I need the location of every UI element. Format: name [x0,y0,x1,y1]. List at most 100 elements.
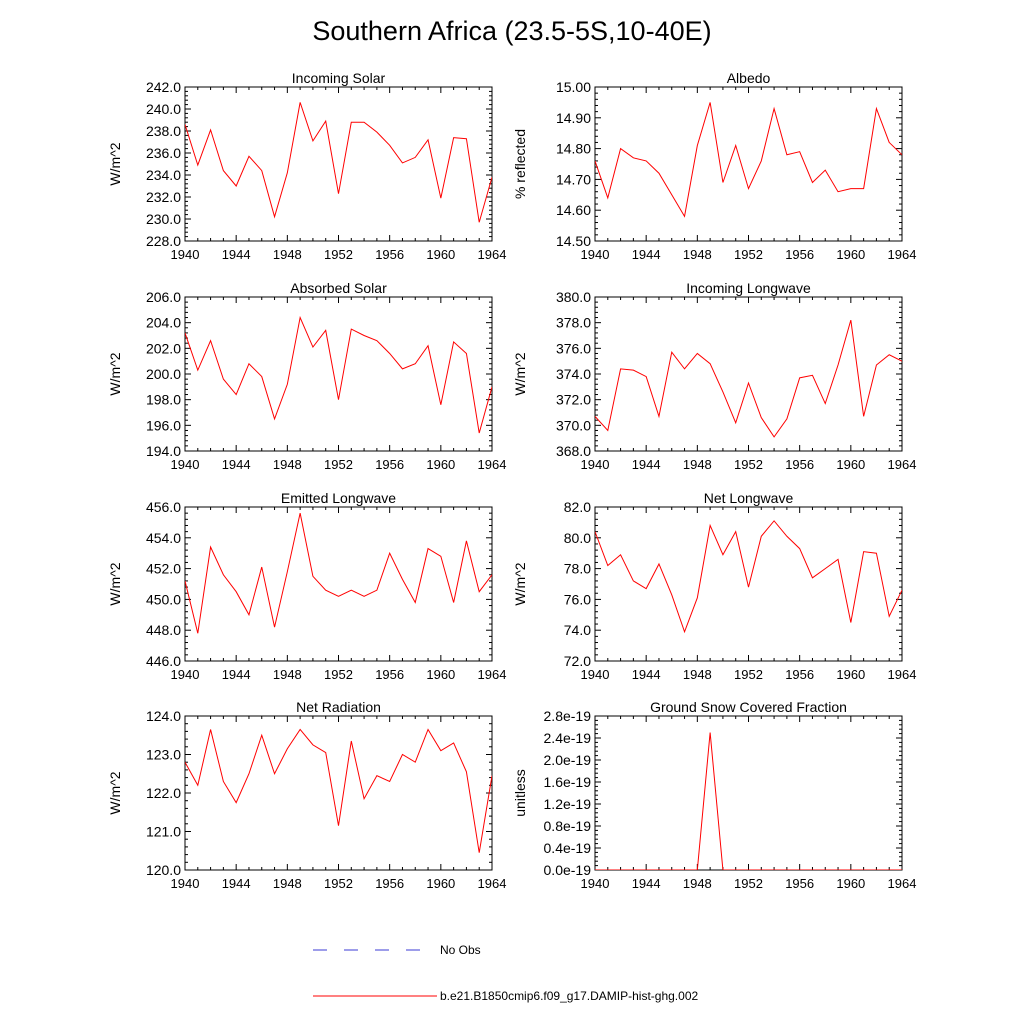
x-tick-label: 1952 [734,457,763,472]
y-tick-label: 378.0 [556,315,591,331]
x-tick-label: 1944 [222,247,251,262]
x-tick-label: 1964 [888,247,917,262]
x-tick-label: 1960 [836,457,865,472]
x-tick-label: 1964 [478,247,507,262]
legend-model-label: b.e21.B1850cmip6.f09_g17.DAMIP-hist-ghg.… [440,989,698,1003]
x-tick-label: 1960 [836,247,865,262]
y-tick-label: 15.00 [556,79,591,95]
y-tick-label: 14.80 [556,141,591,157]
x-tick-label: 1964 [888,667,917,682]
plot-frame [184,86,493,242]
x-tick-label: 1944 [222,457,251,472]
y-tick-label: 230.0 [146,211,181,227]
x-tick-label: 1944 [632,247,661,262]
y-tick-label: 194.0 [146,443,181,459]
y-tick-label: 76.0 [564,591,591,607]
y-tick-label: 240.0 [146,101,181,117]
y-tick-label: 1.6e-19 [544,774,592,790]
series-line-incoming-longwave [595,319,902,438]
y-tick-label: 78.0 [564,561,591,577]
plot-frame [184,296,493,452]
x-tick-label: 1960 [426,667,455,682]
y-tick-label: 376.0 [556,340,591,356]
y-tick-label: 450.0 [146,591,181,607]
y-tick-label: 234.0 [146,167,181,183]
x-tick-label: 1948 [683,457,712,472]
y-tick-label: 232.0 [146,189,181,205]
y-tick-label: 14.60 [556,202,591,218]
y-tick-label: 228.0 [146,233,181,249]
y-tick-label: 372.0 [556,392,591,408]
panel-title: Incoming Longwave [686,280,811,296]
x-tick-label: 1944 [632,457,661,472]
plot-frame [594,506,903,662]
panel-net-radiation: Net Radiation 1940 1944 1948 1952 1956 1960 196… [107,699,506,891]
figure-title: Southern Africa (23.5-5S,10-40E) [312,16,711,46]
y-tick-label: 2.0e-19 [544,752,592,768]
y-tick-label: 374.0 [556,366,591,382]
panel-ground-snow-covered-fraction: Ground Snow Covered Fraction 1940 1944 1948… [512,699,916,891]
y-tick-label: 452.0 [146,561,181,577]
x-tick-label: 1956 [785,667,814,682]
y-tick-label: 242.0 [146,79,181,95]
y-tick-label: 74.0 [564,622,591,638]
y-tick-label: 380.0 [556,289,591,305]
y-tick-label: 14.50 [556,233,591,249]
y-tick-label: 2.4e-19 [544,730,592,746]
y-axis-label: W/m^2 [107,771,123,814]
x-tick-label: 1940 [581,667,610,682]
x-tick-label: 1956 [785,457,814,472]
x-tick-label: 1940 [171,876,200,891]
y-axis-label: W/m^2 [512,562,528,605]
panel-incoming-solar: Incoming Solar 1940 1944 1948 1952 1956 1960 19… [107,70,506,262]
panel-title: Ground Snow Covered Fraction [650,699,847,715]
x-tick-label: 1960 [426,247,455,262]
x-tick-label: 1940 [171,667,200,682]
y-axis-label: W/m^2 [107,142,123,185]
x-tick-label: 1964 [478,876,507,891]
y-axis-label: W/m^2 [512,352,528,395]
x-tick-label: 1964 [888,876,917,891]
panel-grid: Incoming Solar 1940 1944 1948 1952 1956 1960 19… [107,70,916,891]
y-tick-label: 448.0 [146,622,181,638]
panel-title: Albedo [727,70,771,86]
plot-frame [184,506,493,662]
x-tick-label: 1940 [581,876,610,891]
series-line-ground-snow-covered-fraction [595,732,902,870]
y-tick-label: 200.0 [146,366,181,382]
y-tick-label: 238.0 [146,123,181,139]
x-tick-label: 1948 [273,247,302,262]
y-tick-label: 82.0 [564,499,591,515]
x-tick-label: 1952 [734,667,763,682]
y-tick-label: 196.0 [146,417,181,433]
panel-title: Net Radiation [296,699,381,715]
x-tick-label: 1956 [375,457,404,472]
x-tick-label: 1964 [888,457,917,472]
series-line-net-radiation [185,728,492,853]
panel-title: Net Longwave [704,490,794,506]
x-tick-label: 1948 [683,247,712,262]
x-tick-label: 1952 [734,876,763,891]
x-tick-label: 1960 [836,667,865,682]
panel-title: Emitted Longwave [281,490,396,506]
x-tick-label: 1940 [581,457,610,472]
plot-frame [184,715,493,871]
y-tick-label: 123.0 [146,747,181,763]
x-tick-label: 1960 [836,876,865,891]
y-tick-label: 456.0 [146,499,181,515]
legend-obs-label: No Obs [440,943,481,957]
x-tick-label: 1964 [478,667,507,682]
x-tick-label: 1952 [324,876,353,891]
x-tick-label: 1944 [632,876,661,891]
panel-net-longwave: Net Longwave 1940 1944 1948 1952 1956 1960 1964… [512,490,916,682]
x-tick-label: 1944 [632,667,661,682]
y-tick-label: 204.0 [146,315,181,331]
y-tick-label: 1.2e-19 [544,796,592,812]
series-line-albedo [595,102,902,218]
y-axis-label: unitless [512,769,528,816]
y-tick-label: 368.0 [556,443,591,459]
x-tick-label: 1956 [785,876,814,891]
y-axis-label: % reflected [512,129,528,199]
panel-emitted-longwave: Emitted Longwave 1940 1944 1948 1952 1956 1960… [107,490,506,682]
series-line-emitted-longwave [185,513,492,634]
